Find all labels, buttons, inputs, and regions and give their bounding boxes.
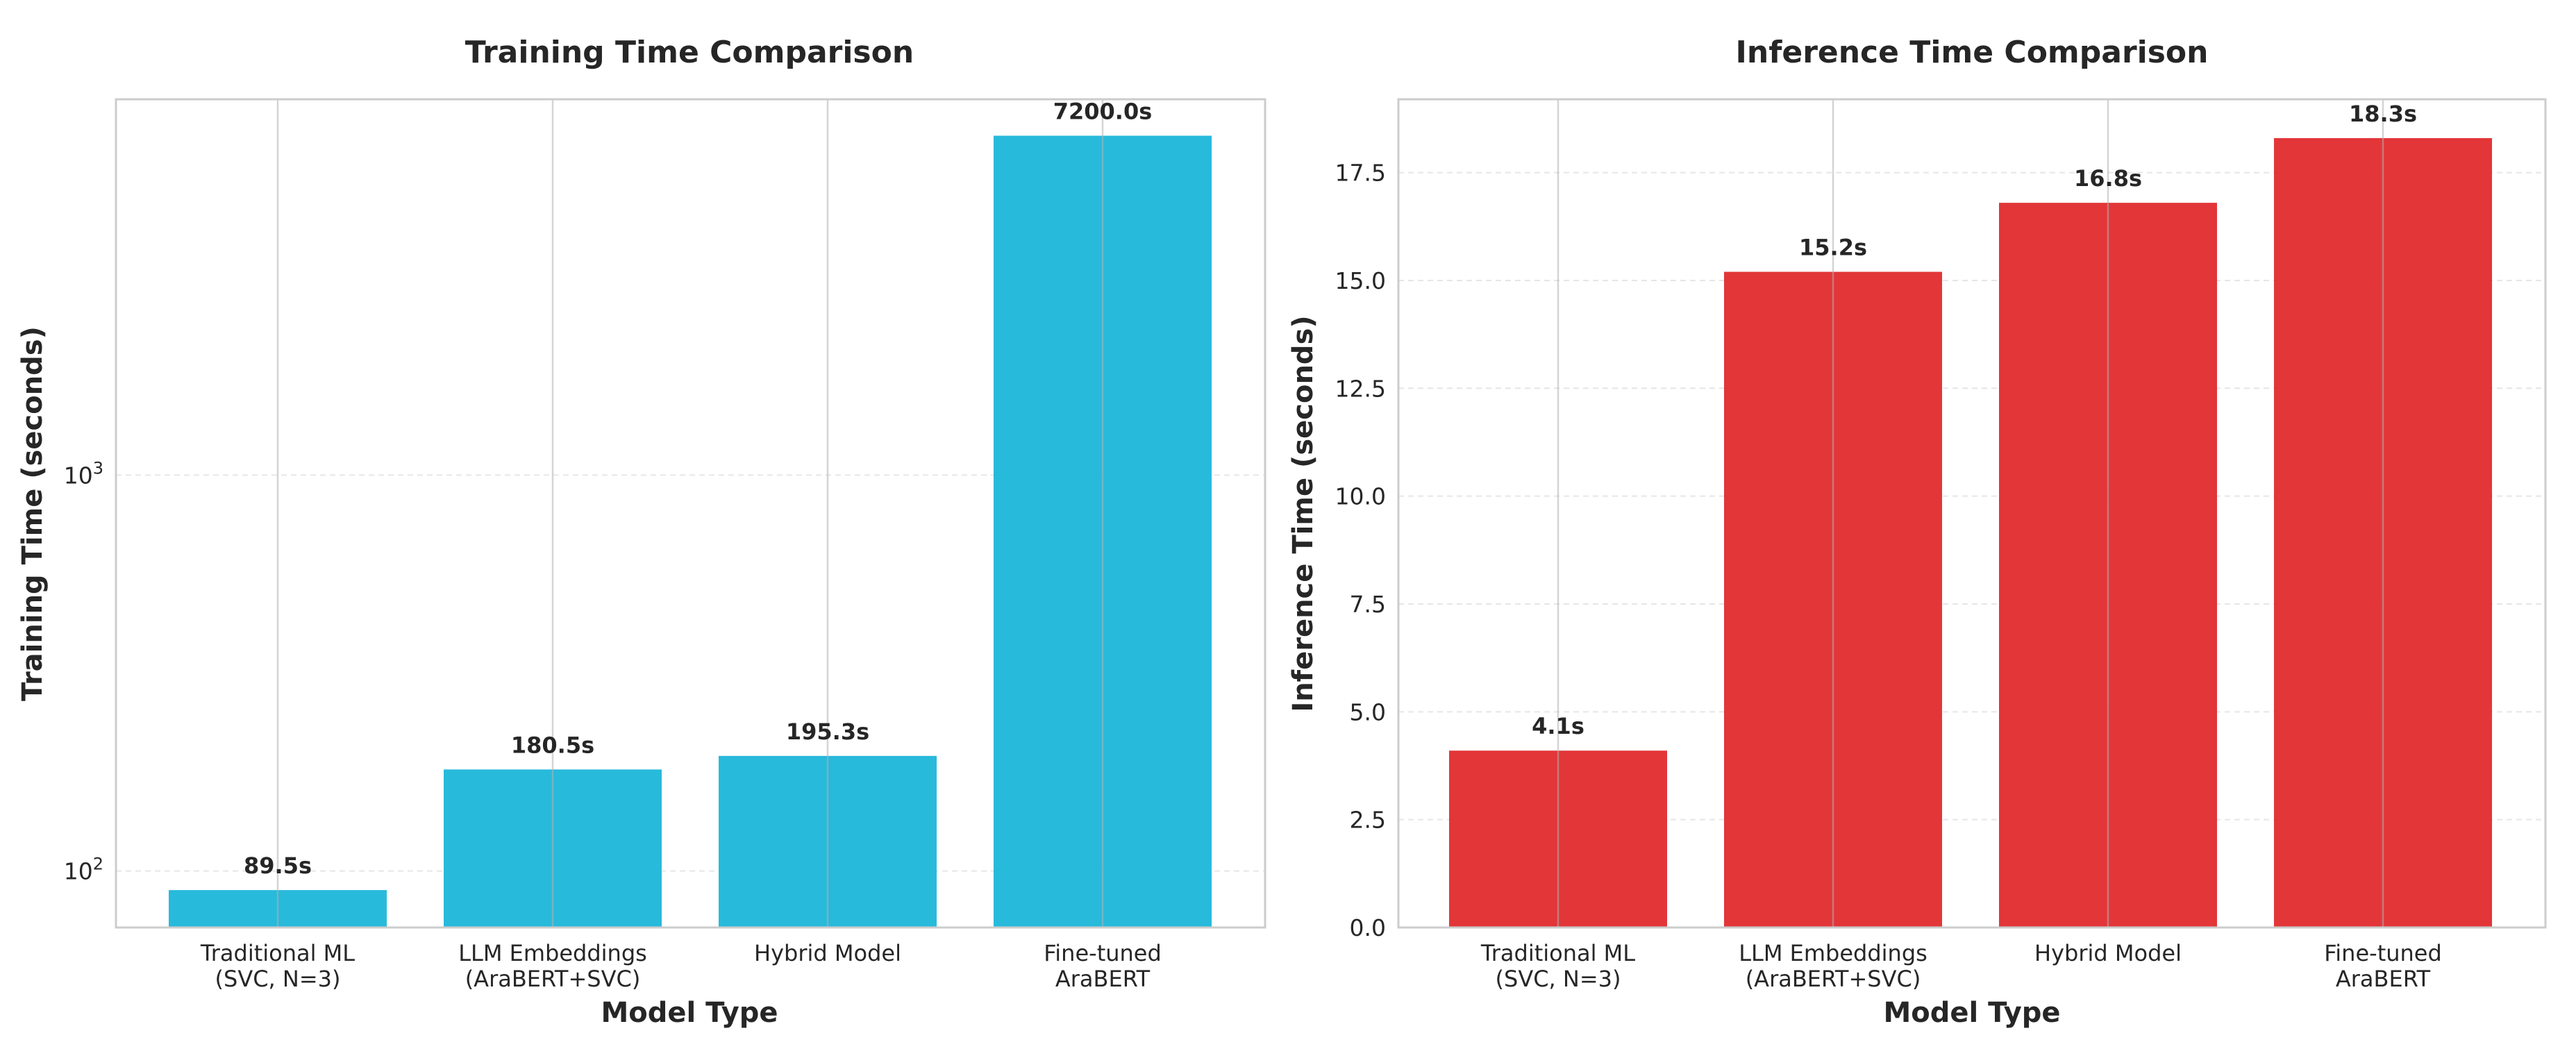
x-tick-label: Fine-tuned AraBERT (1044, 940, 1162, 992)
y-tick-label: 12.5 (1335, 375, 1386, 402)
bar-value-labels: 4.1s 15.2s 16.8s 18.3s (1532, 101, 2417, 739)
y-axis-label: Training Time (seconds) (17, 326, 49, 701)
x-tick-label: Traditional ML (SVC, N=3) (200, 940, 355, 992)
x-tick-labels: Traditional ML (SVC, N=3) LLM Embeddings (A… (1480, 940, 2442, 992)
y-tick-label: 2.5 (1350, 807, 1386, 834)
bar-value-label: 180.5s (511, 732, 594, 758)
x-tick-label: Fine-tuned AraBERT (2324, 940, 2442, 992)
y-tick-label: 7.5 (1350, 591, 1386, 618)
bar-value-label: 7200.0s (1053, 98, 1153, 124)
bar-value-label: 18.3s (2349, 101, 2417, 127)
x-tick-label: LLM Embeddings (AraBERT+SVC) (1739, 940, 1927, 992)
bar-value-label: 15.2s (1799, 235, 1867, 261)
plot-frame (1397, 98, 2547, 929)
x-tick-label: Hybrid Model (2034, 940, 2182, 966)
y-tick-label: 5.0 (1350, 698, 1386, 725)
training-time-chart: Training Time Comparison 102 103 Traditio… (17, 35, 1266, 1029)
x-tick-label: LLM Embeddings (AraBERT+SVC) (458, 940, 647, 992)
y-tick-label: 10.0 (1335, 483, 1386, 510)
bar-value-label: 4.1s (1532, 713, 1584, 739)
inference-time-chart: Inference Time Comparison 0.0 2.5 5.0 7.5 10… (1287, 35, 2547, 1029)
x-axis-label: Model Type (1883, 997, 2060, 1029)
y-tick-labels: 0.0 2.5 5.0 7.5 10.0 12.5 15.0 17.5 (1335, 160, 1386, 941)
x-tick-label: Traditional ML (SVC, N=3) (1480, 940, 1635, 992)
chart-title: Training Time Comparison (465, 35, 914, 70)
bar-value-labels: 89.5s 180.5s 195.3s 7200.0s (244, 98, 1152, 879)
x-axis-label: Model Type (601, 997, 778, 1029)
y-tick-label: 15.0 (1335, 267, 1386, 294)
vertical-gridlines (276, 99, 1104, 927)
bar-value-label: 89.5s (244, 853, 312, 879)
bar-value-label: 195.3s (786, 719, 869, 745)
bar-value-label: 16.8s (2074, 165, 2142, 192)
y-axis-label: Inference Time (seconds) (1287, 315, 1319, 712)
chart-title: Inference Time Comparison (1736, 35, 2209, 70)
y-tick-label: 0.0 (1350, 914, 1386, 941)
y-tick-label: 102 (64, 855, 103, 885)
x-tick-label: Hybrid Model (754, 940, 901, 966)
plot-frame (115, 98, 1266, 929)
y-tick-label: 103 (64, 458, 103, 489)
vertical-gridlines (1557, 99, 2384, 927)
y-tick-label: 17.5 (1335, 160, 1386, 187)
x-tick-labels: Traditional ML (SVC, N=3) LLM Embeddings (A… (200, 940, 1162, 992)
y-tick-labels: 102 103 (64, 458, 103, 884)
